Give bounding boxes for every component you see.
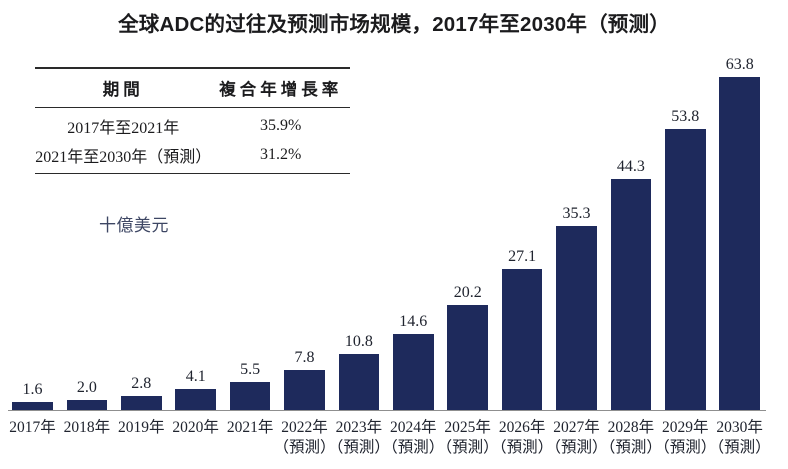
x-axis-tick-label: 2023年 （預測） [327,418,391,457]
bar [393,334,434,411]
cagr-table: 期間 複合年增長率 2017年至2021年 35.9% 2021年至2030年（… [35,67,350,174]
bar [175,388,216,411]
x-tick-forecast-note: （預測） [708,438,771,456]
x-tick-year: 2022年 [281,419,328,436]
cagr-table-header-cagr: 複合年增長率 [219,81,343,99]
cagr-table-header: 期間 複合年增長率 [35,69,350,108]
x-tick-year: 2030年 [716,419,763,436]
x-tick-year: 2026年 [498,419,546,436]
x-tick-year: 2024年 [390,419,437,436]
cagr-cell: 31.2% [260,145,302,163]
x-tick-year: 2021年 [226,419,274,436]
bar-value-label: 20.2 [453,283,482,301]
period-cell: 2017年至2021年 [67,119,180,137]
bar [12,401,53,411]
bar-value-label: 53.8 [671,108,700,126]
bar-value-label: 35.3 [562,205,591,223]
x-tick-year: 2028年 [607,419,655,436]
x-axis-tick-label: 2018年 [55,418,119,438]
bar [556,226,597,411]
x-tick-year: 2017年 [9,419,56,436]
bar-value-label: 1.6 [22,380,43,398]
x-axis-tick-label: 2028年 （預測） [599,418,663,457]
page-title: 全球ADC的过往及预测市场规模，2017年至2030年（预测） [118,13,670,36]
bar [610,179,652,411]
x-tick-year: 2029年 [662,419,709,436]
x-tick-year: 2025年 [444,419,491,436]
bar-value-label: 10.8 [344,332,373,350]
x-tick-year: 2019年 [118,419,165,436]
x-tick-forecast-note: （預測） [599,438,662,456]
table-row: 2017年至2021年 35.9% [35,111,350,140]
y-axis-unit-label: 十億美元 [99,216,169,235]
bar [338,353,380,411]
x-axis-line [8,409,766,411]
cagr-table-header-period: 期間 [102,81,144,99]
x-tick-forecast-note: （預測） [436,438,499,456]
period-cell: 2021年至2030年（預測） [35,148,212,166]
x-axis-tick-label: 2019年 [109,418,173,438]
bar [121,395,162,411]
x-axis-tick-label: 2025年 （預測） [436,418,500,457]
x-tick-forecast-note: （預測） [273,438,336,456]
cagr-cell: 35.9% [260,116,302,134]
x-tick-year: 2020年 [172,419,219,436]
bar-value-label: 2.8 [131,374,152,392]
x-tick-forecast-note: （預測） [545,438,608,456]
bar-value-label: 5.5 [240,360,261,378]
bar-value-label: 44.3 [616,158,645,176]
x-tick-year: 2018年 [63,419,111,436]
bar-value-label: 7.8 [294,348,315,366]
x-tick-forecast-note: （預測） [382,438,445,456]
x-axis-tick-label: 2017年 [1,418,65,438]
cagr-table-body: 2017年至2021年 35.9% 2021年至2030年（預測） 31.2% [35,108,350,173]
bar [66,399,108,411]
bar [447,304,488,411]
bar-value-label: 2.0 [76,378,97,396]
x-axis-tick-label: 2026年 （預測） [490,418,554,457]
x-tick-forecast-note: （預測） [654,438,717,456]
bar [665,129,706,411]
x-tick-forecast-note: （預測） [491,438,554,456]
bar-value-label: 14.6 [399,313,428,331]
bar [719,77,760,411]
bar [284,369,325,411]
x-axis-tick-label: 2022年 （預測） [273,418,337,457]
x-axis-tick-label: 2021年 [218,418,282,438]
bar-value-label: 4.1 [185,367,206,385]
x-tick-forecast-note: （預測） [327,438,390,456]
x-tick-year: 2023年 [335,419,383,436]
bar-value-label: 27.1 [508,247,537,265]
table-row: 2021年至2030年（預測） 31.2% [35,140,350,169]
x-axis-tick-label: 2029年 （預測） [653,418,717,457]
x-tick-year: 2027年 [553,419,600,436]
x-axis-tick-label: 2024年 （預測） [381,418,445,457]
x-axis-tick-label: 2020年 [164,418,228,438]
bar-value-label: 63.8 [725,56,754,74]
x-axis-tick-label: 2030年 （預測） [708,418,772,457]
bar [501,268,543,411]
x-axis-tick-label: 2027年 （預測） [545,418,609,457]
bar [229,381,271,411]
